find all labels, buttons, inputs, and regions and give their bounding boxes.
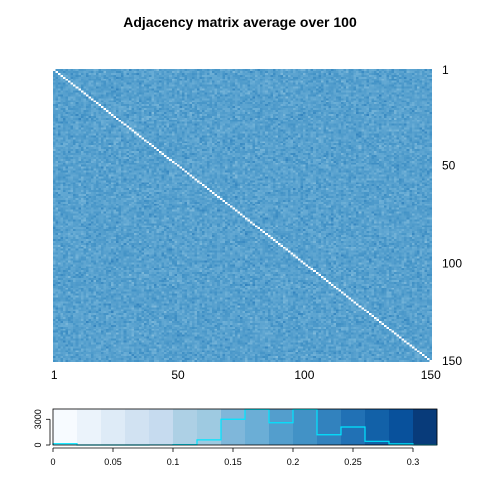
color-key-frame [52, 408, 438, 446]
color-key-swatch [197, 409, 222, 445]
heatmap-x-tick-label: 100 [294, 368, 314, 382]
color-key-swatch [413, 409, 438, 445]
heatmap-y-tick-label: 50 [442, 159, 456, 173]
heatmap-y-tick-label: 100 [442, 256, 462, 270]
color-key-x-tick-label: 0.1 [167, 457, 180, 467]
color-key-swatch [53, 409, 78, 445]
color-key-swatch [125, 409, 150, 445]
color-key-swatch [221, 409, 246, 445]
color-key-swatch [173, 409, 198, 445]
heatmap-x-tick-label: 1 [51, 368, 58, 382]
color-key-x-tick-label: 0 [50, 457, 55, 467]
color-key-x-tick-label: 0.05 [104, 457, 122, 467]
heatmap-x-tick-label: 50 [171, 368, 185, 382]
color-key-histogram: 0 0.05 0.1 0.15 0.2 0.25 0.3 0 3000 [33, 408, 438, 467]
color-key-swatch [317, 409, 342, 445]
adjacency-heatmap [53, 69, 432, 362]
heatmap-x-tick-label: 150 [421, 368, 441, 382]
color-key-swatch [149, 409, 174, 445]
color-key-swatch [389, 409, 414, 445]
color-key-x-tick-label: 0.3 [407, 457, 420, 467]
color-key-swatch [245, 409, 270, 445]
heatmap-y-tick-label: 150 [442, 354, 462, 368]
color-key-x-tick-label: 0.2 [287, 457, 300, 467]
color-key-x-tick-label: 0.15 [224, 457, 242, 467]
color-key-swatch [77, 409, 102, 445]
color-key-x-tick-label: 0.25 [344, 457, 362, 467]
heatmap-y-tick-label: 1 [442, 63, 449, 77]
color-key-swatch [269, 409, 294, 445]
color-key-swatch [365, 409, 390, 445]
color-key-swatch [101, 409, 126, 445]
color-key-swatch [293, 409, 318, 445]
heatmap-cells [53, 69, 432, 362]
color-key-y-tick-label: 0 [33, 442, 43, 447]
chart-title: Adjacency matrix average over 100 [123, 14, 357, 30]
color-key-y-tick-label: 3000 [33, 409, 43, 429]
